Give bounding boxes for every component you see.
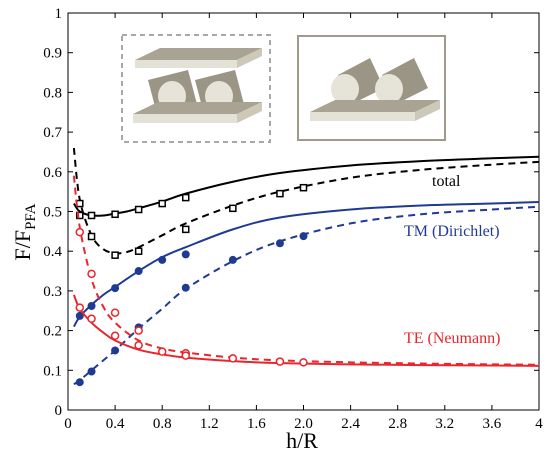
inset-one-plate-icon — [297, 35, 446, 141]
data-point — [87, 367, 96, 376]
y-tick-label: 1 — [55, 6, 63, 22]
x-tick-label: 4 — [535, 416, 543, 432]
data-point — [75, 227, 85, 237]
x-axis-label: h/R — [286, 428, 318, 453]
y-tick-label: 0.2 — [43, 324, 62, 340]
y-tick-label: 0 — [55, 403, 63, 419]
data-point — [228, 354, 238, 363]
data-point — [134, 341, 143, 350]
x-tick-label: 3.2 — [435, 416, 454, 432]
data-point — [181, 283, 190, 292]
y-tick-label: 0.4 — [43, 244, 62, 260]
data-point — [134, 205, 143, 214]
y-tick-label: 0.5 — [43, 205, 62, 221]
data-point — [181, 250, 190, 259]
data-point — [111, 346, 120, 355]
inset-two-plates-icon — [121, 34, 271, 143]
data-point — [182, 225, 190, 234]
data-point — [75, 311, 84, 320]
series-label-tm: TM (Dirichlet) — [404, 223, 500, 240]
series-2-curve-dashed — [72, 175, 540, 366]
y-axis-label-sub: PFA — [23, 203, 39, 230]
data-point — [276, 189, 284, 198]
x-tick-label: 3.6 — [483, 416, 502, 432]
data-point — [299, 183, 308, 192]
y-axis-label-main: F/F — [10, 230, 35, 261]
x-tick-label: 1.6 — [247, 416, 266, 432]
series-2-curve-solid — [72, 294, 540, 367]
data-point — [87, 269, 96, 279]
plot-area: 0 0.4 0.8 1.2 1.6 2.0 2.4 2.8 3.2 3.6 4 0 0.1 0.2 0.3 0… — [43, 6, 543, 432]
data-point — [134, 326, 143, 335]
x-tick-label: 0.4 — [106, 416, 125, 432]
y-tick-label: 0.3 — [43, 284, 62, 300]
x-tick-label: 0 — [64, 416, 72, 432]
data-point — [229, 204, 237, 213]
x-tick-label: 2.0 — [294, 416, 313, 432]
data-point — [228, 255, 237, 264]
data-point — [87, 301, 96, 310]
data-point — [134, 247, 143, 255]
data-point — [299, 358, 308, 367]
y-tick-label: 0.1 — [43, 363, 62, 379]
data-point — [158, 199, 166, 208]
data-point — [111, 284, 120, 293]
data-point — [110, 308, 120, 317]
data-point — [111, 210, 119, 219]
y-tick-label: 0.9 — [43, 46, 62, 62]
data-point — [110, 331, 120, 341]
y-axis-label: F/FPFA — [10, 203, 39, 260]
data-point — [134, 267, 143, 276]
series-label-te: TE (Neumann) — [404, 330, 500, 347]
x-tick-label: 2.4 — [341, 416, 360, 432]
data-point — [157, 347, 167, 356]
data-point — [299, 232, 308, 241]
y-tick-label: 0.8 — [43, 85, 62, 101]
data-point — [111, 251, 119, 259]
y-tick-label: 0.7 — [43, 125, 62, 141]
data-point — [275, 357, 285, 366]
data-point — [87, 232, 96, 241]
x-tick-label: 0.8 — [153, 416, 172, 432]
data-point — [87, 314, 96, 323]
series-0-curve-dashed — [72, 147, 540, 255]
y-tick-label: 0.6 — [43, 165, 62, 181]
x-tick-label: 2.8 — [388, 416, 407, 432]
series-label-total: total — [432, 173, 461, 190]
data-point — [182, 193, 190, 202]
data-point — [275, 239, 284, 248]
data-point — [158, 255, 167, 264]
data-point — [87, 211, 96, 220]
x-tick-label: 1.2 — [200, 416, 219, 432]
data-point — [181, 351, 190, 360]
data-point — [75, 303, 85, 312]
data-point — [75, 378, 84, 387]
data-point — [76, 211, 84, 220]
